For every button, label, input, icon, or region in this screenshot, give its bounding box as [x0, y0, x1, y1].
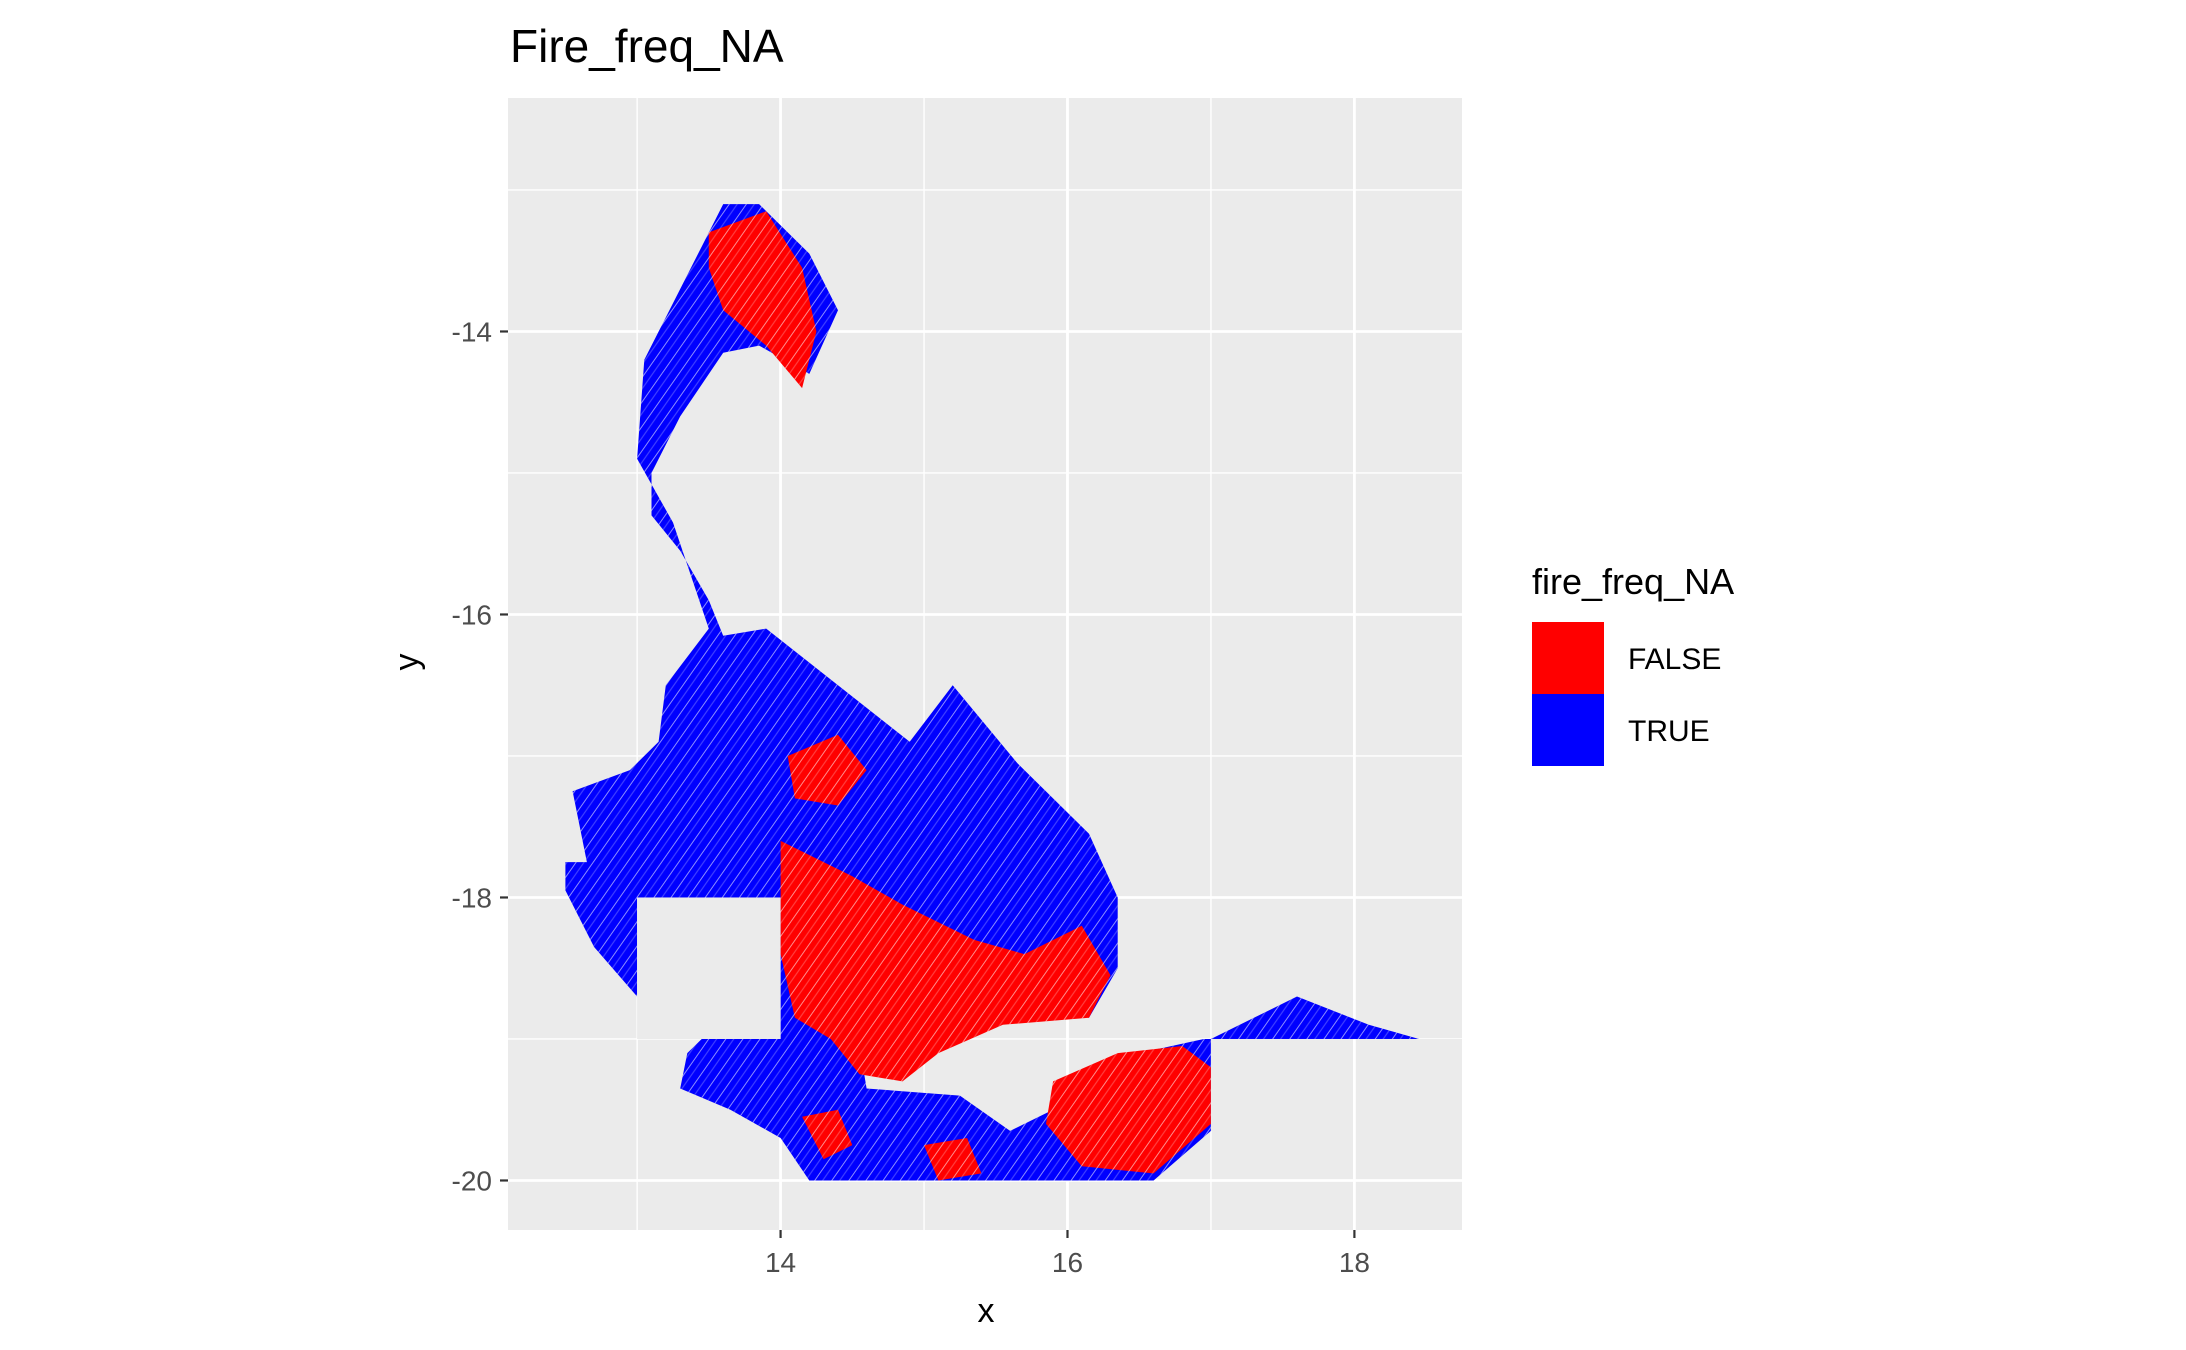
legend-label-true: TRUE — [1628, 715, 1710, 748]
region-texture-1 — [708, 211, 817, 389]
region-texture-5 — [924, 1138, 982, 1181]
blank-block-0 — [637, 897, 781, 1039]
region-texture-2 — [780, 840, 1111, 1082]
y-tick-label: -14 — [452, 316, 492, 347]
axis-ticks: 14 16 18 -14 -16 -18 -20 — [452, 316, 1370, 1278]
region-texture-3 — [1046, 1046, 1211, 1174]
y-tick-label: -16 — [452, 599, 492, 630]
chart-title: Fire_freq_NA — [510, 20, 784, 72]
y-axis-title: y — [388, 654, 426, 671]
blank-block-1 — [1210, 1038, 1462, 1131]
legend-key-false — [1532, 622, 1604, 694]
y-tick-label: -18 — [452, 882, 492, 913]
x-axis-title: x — [978, 1292, 995, 1330]
data-layer — [565, 204, 1462, 1181]
region-texture-6 — [802, 1109, 853, 1160]
x-tick-label: 18 — [1339, 1247, 1370, 1278]
legend-key-true — [1532, 694, 1604, 766]
x-tick-label: 16 — [1052, 1247, 1083, 1278]
legend-label-false: FALSE — [1628, 643, 1721, 676]
x-tick-label: 14 — [765, 1247, 796, 1278]
legend: fire_freq_NA FALSE TRUE — [1532, 561, 1734, 766]
region-texture-4 — [787, 734, 867, 806]
legend-title: fire_freq_NA — [1532, 561, 1734, 602]
y-tick-label: -20 — [452, 1165, 492, 1196]
